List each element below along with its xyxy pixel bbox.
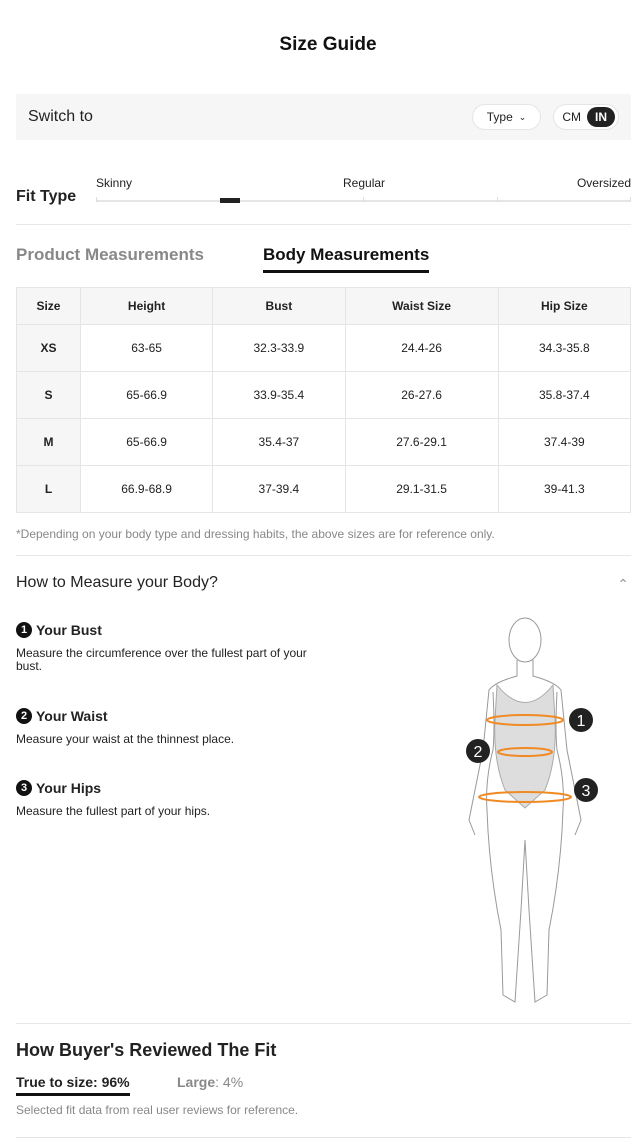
table-cell: 24.4-26 [344, 324, 499, 372]
table-cell: 26-27.6 [344, 371, 499, 419]
step-title: Your Bust [36, 622, 102, 638]
table-cell: 35.8-37.4 [497, 371, 632, 419]
table-cell: 27.6-29.1 [344, 418, 499, 466]
table-cell: S [16, 371, 81, 419]
unit-cm[interactable]: CM [562, 110, 581, 124]
table-cell: 37-39.4 [212, 465, 346, 513]
step-text: Measure your waist at the thinnest place… [16, 732, 235, 746]
column-header: Height [79, 287, 214, 325]
table-cell: 35.4-37 [212, 418, 346, 466]
fit-type: Fit Type Skinny Regular Oversized [16, 172, 631, 212]
step-text: Measure the circumference over the fulle… [16, 646, 307, 673]
column-header: Waist Size [344, 287, 499, 325]
svg-text:1: 1 [577, 713, 586, 730]
step-waist: 2 Your Waist Measure your waist at the thi… [16, 708, 326, 746]
column-header: Size [16, 287, 81, 325]
step-title: Your Hips [36, 780, 102, 796]
step-number: 1 [16, 622, 32, 638]
table-row: M 65-66.9 35.4-37 27.6-29.1 37.4-39 [16, 418, 632, 466]
table-cell: 63-65 [79, 324, 214, 372]
svg-text:3: 3 [582, 783, 591, 800]
column-header: Hip Size [497, 287, 632, 325]
reviews-note: Selected fit data from real user reviews… [16, 1103, 299, 1117]
large-label: Large [177, 1074, 216, 1090]
table-cell: 32.3-33.9 [212, 324, 346, 372]
unit-toggle[interactable]: CM IN [553, 104, 619, 130]
tab-product-measurements[interactable]: Product Measurements [16, 245, 204, 264]
table-cell: 65-66.9 [79, 371, 214, 419]
table-cell: 66.9-68.9 [79, 465, 214, 513]
body-figure-illustration: 1 2 3 [466, 617, 598, 1003]
table-row: S 65-66.9 33.9-35.4 26-27.6 35.8-37.4 [16, 371, 632, 419]
tab-large[interactable]: Large: 4% [177, 1074, 243, 1090]
table-cell: 37.4-39 [497, 418, 632, 466]
unit-in[interactable]: IN [587, 107, 615, 127]
table-cell: L [16, 465, 81, 513]
how-to-measure-title[interactable]: How to Measure your Body? [16, 574, 218, 591]
table-cell: XS [16, 324, 81, 372]
step-bust: 1 Your Bust Measure the circumference over… [16, 622, 326, 673]
fit-marker [219, 198, 240, 203]
size-table: Size Height Bust Waist Size Hip Size XS 63-65… [16, 287, 632, 513]
chevron-down-icon: ⌄ [518, 111, 527, 122]
size-note: *Depending on your body type and dressin… [16, 527, 495, 541]
fit-skinny: Skinny [96, 176, 133, 190]
tab-body-measurements[interactable]: Body Measurements [263, 245, 430, 273]
large-value: : 4% [215, 1074, 244, 1090]
fit-type-label: Fit Type [16, 188, 77, 205]
fit-oversized: Oversized [576, 176, 631, 190]
type-dropdown[interactable]: Type ⌄ [471, 104, 542, 130]
table-cell: 29.1-31.5 [344, 465, 499, 513]
table-row: L 66.9-68.9 37-39.4 29.1-31.5 39-41.3 [16, 465, 632, 513]
tab-true-to-size[interactable]: True to size: 96% [16, 1074, 130, 1096]
step-text: Measure the fullest part of your hips. [16, 804, 211, 818]
page-title: Size Guide [279, 34, 377, 55]
table-cell: 39-41.3 [497, 465, 632, 513]
step-number: 2 [16, 708, 32, 724]
type-label: Type [486, 110, 513, 124]
fit-regular: Regular [343, 176, 386, 190]
unit-switch-bar: Switch to Type ⌄ CM IN [16, 94, 631, 140]
table-row: XS 63-65 32.3-33.9 24.4-26 34.3-35.8 [16, 324, 632, 372]
fit-track [96, 197, 631, 203]
switch-label: Switch to [28, 108, 93, 125]
svg-text:2: 2 [474, 744, 483, 761]
reviews-title: How Buyer's Reviewed The Fit [16, 1040, 277, 1060]
table-cell: 34.3-35.8 [497, 324, 632, 372]
step-number: 3 [16, 780, 32, 796]
table-cell: M [16, 418, 81, 466]
table-cell: 33.9-35.4 [212, 371, 346, 419]
chevron-up-icon[interactable]: ⌃ [617, 576, 629, 592]
table-cell: 65-66.9 [79, 418, 214, 466]
step-title: Your Waist [36, 708, 108, 724]
column-header: Bust [212, 287, 346, 325]
step-hips: 3 Your Hips Measure the fullest part of yo… [16, 780, 326, 818]
